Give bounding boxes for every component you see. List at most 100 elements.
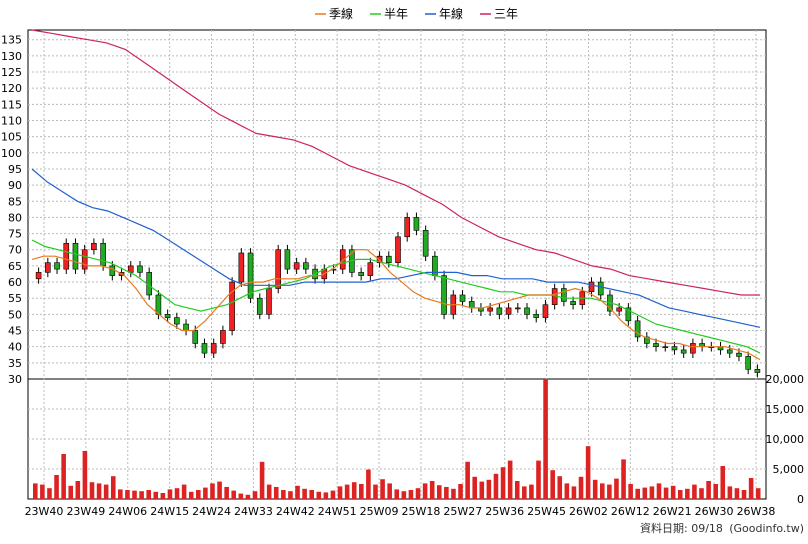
volume-bar xyxy=(401,491,407,499)
candle-body xyxy=(72,242,79,270)
volume-bar xyxy=(153,491,159,499)
volume-bar xyxy=(685,488,690,499)
x-tick-label: 24W51 xyxy=(318,505,357,518)
volume-tick-label: 10,000 xyxy=(766,433,805,446)
source-label: (Goodinfo.tw) xyxy=(729,522,804,535)
volume-bar xyxy=(82,451,88,499)
volume-plot xyxy=(33,379,761,499)
x-tick-label: 26W21 xyxy=(653,505,692,518)
volume-bar xyxy=(139,491,144,499)
volume-bar xyxy=(323,492,329,499)
candle-body xyxy=(54,262,60,270)
volume-bar xyxy=(621,459,626,499)
candle-body xyxy=(201,343,208,354)
price-tick-label: 105 xyxy=(1,131,22,144)
volume-bar xyxy=(536,460,541,499)
price-tick-label: 55 xyxy=(8,292,22,305)
candle-body xyxy=(35,272,42,280)
candle-body xyxy=(183,323,189,331)
candle-body xyxy=(238,252,245,283)
candle-body xyxy=(210,343,217,354)
price-tick-label: 60 xyxy=(8,276,22,289)
candle-body xyxy=(293,262,300,270)
price-tick-label: 45 xyxy=(8,325,22,338)
x-tick-label: 24W06 xyxy=(108,505,147,518)
candle-body xyxy=(174,317,180,325)
volume-bar xyxy=(465,461,470,499)
volume-bar xyxy=(259,461,265,499)
candle-body xyxy=(690,343,696,354)
volume-bar xyxy=(599,483,605,499)
price-tick-label: 70 xyxy=(8,244,22,257)
price-tick-label: 75 xyxy=(8,228,22,241)
volume-bar xyxy=(210,483,215,499)
x-tick-label: 24W33 xyxy=(234,505,273,518)
volume-bar xyxy=(692,484,697,499)
volume-bar xyxy=(394,489,400,499)
volume-bar xyxy=(309,490,314,499)
volume-bar xyxy=(720,466,726,499)
price-tick-label: 50 xyxy=(8,308,22,321)
x-tick-label: 26W30 xyxy=(695,505,734,518)
volume-bar xyxy=(699,488,704,499)
ma-half-line xyxy=(31,239,761,354)
candle-body xyxy=(634,320,641,338)
volume-bar xyxy=(75,481,81,499)
x-tick-label: 25W27 xyxy=(443,505,482,518)
price-tick-label: 80 xyxy=(8,211,22,224)
volume-bar xyxy=(436,485,442,499)
candle-body xyxy=(542,304,549,318)
volume-bar xyxy=(507,460,513,499)
candle-body xyxy=(616,307,622,312)
ma-quarter-line xyxy=(31,249,761,361)
volume-bar xyxy=(266,484,272,499)
volume-bar xyxy=(706,481,711,499)
volume-bar xyxy=(578,476,584,499)
volume-bar xyxy=(181,484,187,499)
price-tick-label: 115 xyxy=(1,98,22,111)
candle-body xyxy=(625,307,632,322)
candle-body xyxy=(81,249,88,270)
volume-bar xyxy=(628,484,633,499)
candle-body xyxy=(754,369,761,373)
x-tick-label: 23W40 xyxy=(25,505,64,518)
volume-bar xyxy=(330,490,336,499)
candle-body xyxy=(275,249,282,289)
volume-bar xyxy=(344,484,350,499)
volume-bar xyxy=(33,483,38,499)
price-tick-label: 85 xyxy=(8,195,22,208)
x-tick-label: 24W15 xyxy=(150,505,189,518)
x-tick-label: 24W42 xyxy=(276,505,315,518)
volume-bar xyxy=(245,494,251,499)
candle-body xyxy=(284,249,291,270)
candle-body xyxy=(671,346,678,351)
volume-bar xyxy=(607,484,612,499)
candle-body xyxy=(745,356,751,370)
candle-body xyxy=(137,265,143,273)
candle-body xyxy=(561,288,567,302)
candle-body xyxy=(653,343,659,347)
volume-bar xyxy=(677,490,683,499)
volume-bar xyxy=(146,490,151,499)
volume-bar xyxy=(288,491,293,499)
x-tick-label: 25W36 xyxy=(485,505,524,518)
candle-body xyxy=(358,272,364,276)
volume-bar xyxy=(273,487,279,499)
candle-body xyxy=(468,301,475,309)
volume-bar xyxy=(472,476,478,499)
x-tick-label: 24W24 xyxy=(192,505,231,518)
volume-tick-label: 0 xyxy=(797,493,804,506)
volume-bar xyxy=(557,476,563,499)
candle-body xyxy=(644,336,650,344)
volume-bar xyxy=(54,475,59,499)
grid xyxy=(27,29,767,500)
candle-body xyxy=(256,297,263,315)
price-tick-label: 35 xyxy=(8,357,22,370)
volume-bar xyxy=(302,488,307,499)
volume-bar xyxy=(734,488,740,499)
candle-body xyxy=(45,262,51,273)
volume-bar xyxy=(444,487,449,499)
volume-tick-label: 15,000 xyxy=(766,403,805,416)
